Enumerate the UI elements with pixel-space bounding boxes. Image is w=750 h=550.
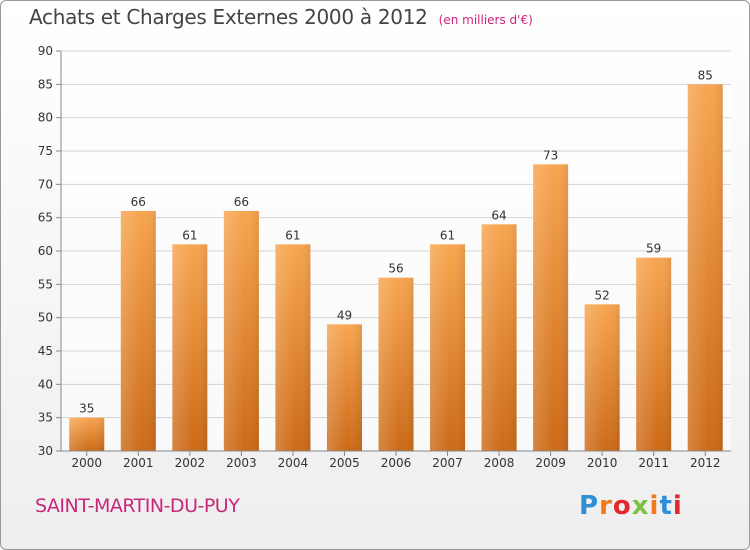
bar-value-label: 49 (337, 308, 352, 322)
y-tick-label: 90 (38, 44, 53, 58)
bar-value-label: 56 (388, 262, 403, 276)
bar-value-label: 35 (79, 402, 94, 416)
bar-value-label: 66 (234, 195, 249, 209)
title-row: Achats et Charges Externes 2000 à 2012 (… (29, 5, 533, 29)
x-tick-label: 2009 (535, 456, 566, 470)
x-tick-label: 2007 (432, 456, 463, 470)
bar-highlight (533, 164, 569, 452)
proxiti-logo[interactable]: Proxiti (579, 491, 683, 521)
y-tick-label: 35 (38, 411, 53, 425)
bar-value-label: 64 (491, 208, 506, 222)
bar-highlight (69, 417, 105, 451)
chart-title: Achats et Charges Externes 2000 à 2012 (29, 5, 428, 29)
x-tick-label: 2001 (123, 456, 154, 470)
x-tick-label: 2002 (175, 456, 206, 470)
logo-letter: P (579, 491, 600, 521)
bar-value-label: 61 (440, 228, 455, 242)
bar-value-label: 66 (131, 195, 146, 209)
y-tick-label: 55 (38, 277, 53, 291)
y-tick-label: 65 (38, 211, 53, 225)
bar-highlight (481, 224, 517, 451)
bar-highlight (326, 324, 362, 451)
bar-highlight (687, 84, 723, 451)
x-tick-label: 2000 (71, 456, 102, 470)
bar-highlight (584, 304, 620, 451)
bar-value-label: 61 (285, 228, 300, 242)
x-tick-label: 2006 (381, 456, 412, 470)
logo-letter: r (599, 491, 613, 521)
x-tick-label: 2012 (690, 456, 721, 470)
bar-highlight (636, 257, 672, 451)
chart-unit: (en milliers d'€) (438, 13, 533, 27)
x-tick-label: 2010 (587, 456, 618, 470)
x-tick-label: 2004 (278, 456, 309, 470)
x-tick-label: 2011 (638, 456, 669, 470)
y-tick-label: 60 (38, 244, 53, 258)
x-tick-label: 2005 (329, 456, 360, 470)
bar-value-label: 61 (182, 228, 197, 242)
bar-highlight (275, 244, 311, 451)
y-tick-label: 30 (38, 444, 53, 458)
bar-highlight (378, 277, 414, 451)
logo-letter: t (659, 491, 673, 521)
y-tick-label: 70 (38, 177, 53, 191)
logo-letter: i (672, 491, 683, 521)
bar-layer: 35 66 61 66 61 49 56 61 64 73 52 59 85 (69, 68, 723, 452)
axis-layer: 30 35 40 45 50 55 60 65 70 75 80 85 90 2000 2001 2002 20… (38, 44, 731, 470)
place-name: SAINT-MARTIN-DU-PUY (35, 495, 240, 517)
bar-highlight (120, 211, 156, 451)
bar-value-label: 59 (646, 242, 661, 256)
bar-highlight (172, 244, 208, 451)
y-tick-label: 85 (38, 77, 53, 91)
bar-value-label: 73 (543, 148, 558, 162)
logo-letter: x (631, 491, 650, 521)
logo-letter: i (649, 491, 660, 521)
bar-value-label: 85 (698, 68, 713, 82)
y-tick-label: 75 (38, 144, 53, 158)
x-tick-label: 2008 (484, 456, 515, 470)
logo-letter: o (612, 491, 632, 521)
y-tick-label: 40 (38, 377, 53, 391)
x-tick-label: 2003 (226, 456, 257, 470)
y-tick-label: 50 (38, 311, 53, 325)
bar-highlight (223, 211, 259, 451)
bar-value-label: 52 (595, 288, 610, 302)
y-tick-label: 80 (38, 111, 53, 125)
y-tick-label: 45 (38, 344, 53, 358)
bar-highlight (430, 244, 466, 451)
